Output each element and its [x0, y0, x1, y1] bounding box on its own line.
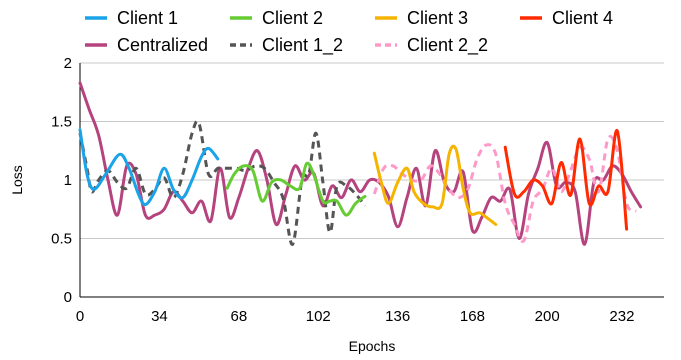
y-tick-label: 1.5 — [51, 114, 72, 131]
series-line-client-1-2 — [78, 119, 367, 246]
series-line-client-2 — [225, 161, 367, 217]
x-tick-label: 102 — [306, 308, 331, 325]
legend-label: Client 3 — [407, 8, 468, 28]
y-tick-label: 0 — [64, 289, 72, 306]
series-line-client-4 — [503, 129, 629, 231]
legend-label: Client 2 — [262, 8, 323, 28]
axes — [79, 63, 664, 298]
x-axis-title: Epochs — [349, 338, 396, 354]
y-tick-label: 1 — [64, 172, 72, 189]
legend-item-client-2-2: Client 2_2 — [375, 35, 488, 56]
x-tick-labels: 0 34 68 102 136 168 200 232 — [76, 308, 635, 325]
legend-label: Centralized — [117, 35, 208, 55]
legend-item-client-3: Client 3 — [375, 8, 468, 28]
legend-label: Client 4 — [552, 8, 613, 28]
legend-item-client-1: Client 1 — [85, 8, 178, 28]
x-tick-label: 168 — [460, 308, 485, 325]
legend-item-centralized: Centralized — [85, 35, 208, 55]
series-line-client-3 — [372, 144, 498, 226]
series-line-centralized — [78, 81, 643, 246]
x-tick-label: 136 — [385, 308, 410, 325]
series-lines — [78, 81, 643, 246]
y-axis-title: Loss — [9, 165, 25, 195]
x-tick-label: 0 — [76, 308, 84, 325]
x-tick-label: 68 — [231, 308, 248, 325]
x-tick-label: 232 — [609, 308, 634, 325]
x-tick-label: 200 — [535, 308, 560, 325]
legend-label: Client 1 — [117, 8, 178, 28]
x-tick-label: 34 — [151, 308, 168, 325]
legend-item-client-4: Client 4 — [520, 8, 613, 28]
y-tick-label: 0.5 — [51, 231, 72, 248]
legend: Client 1 Client 2 Client 3 Client 4 Centrali… — [85, 8, 613, 56]
legend-label: Client 1_2 — [262, 35, 343, 56]
series-line-client-2-2 — [372, 134, 637, 243]
series-line-client-1 — [78, 128, 220, 207]
legend-item-client-1-2: Client 1_2 — [230, 35, 343, 56]
legend-label: Client 2_2 — [407, 35, 488, 56]
y-tick-labels: 0 0.5 1 1.5 2 — [51, 55, 72, 306]
y-tick-label: 2 — [64, 55, 72, 72]
legend-item-client-2: Client 2 — [230, 8, 323, 28]
